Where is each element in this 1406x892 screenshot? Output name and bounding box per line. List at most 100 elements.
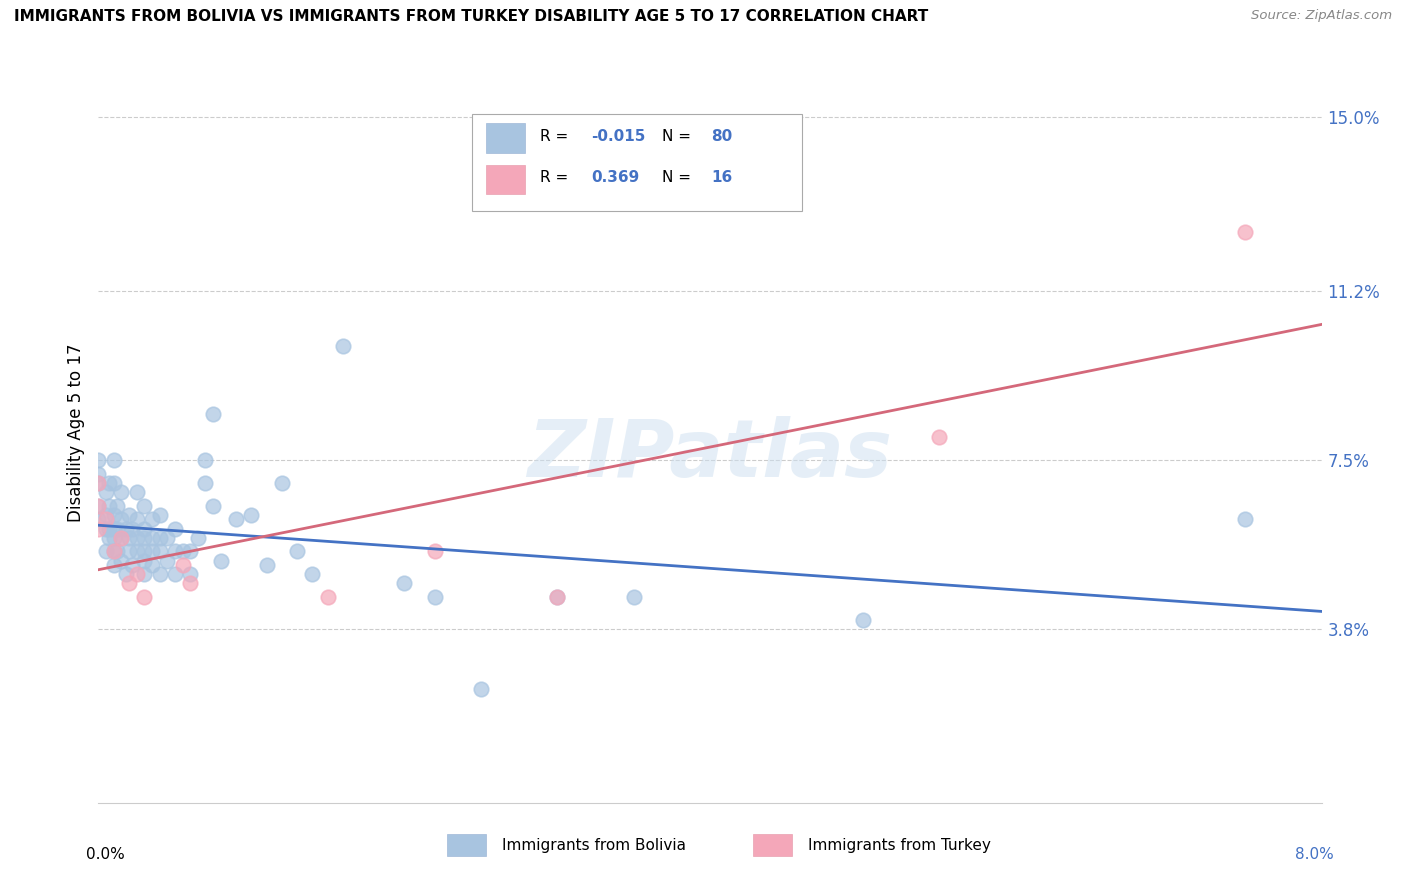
Point: [141, 531, 163, 545]
Text: N =: N =: [662, 129, 696, 144]
Point: [94, 508, 117, 522]
Point: [172, 558, 194, 573]
Text: N =: N =: [662, 170, 696, 186]
Point: [125, 531, 148, 545]
FancyBboxPatch shape: [486, 165, 526, 194]
Point: [179, 567, 201, 582]
Point: [172, 544, 194, 558]
Point: [187, 531, 209, 545]
Point: [423, 544, 446, 558]
Point: [103, 453, 125, 467]
Point: [240, 508, 263, 522]
Point: [110, 512, 132, 526]
Text: 80: 80: [711, 129, 733, 144]
Point: [141, 512, 163, 526]
Point: [149, 531, 172, 545]
Text: Immigrants from Turkey: Immigrants from Turkey: [808, 838, 991, 853]
Text: 0.0%: 0.0%: [86, 847, 125, 863]
Point: [98, 475, 121, 490]
Point: [105, 499, 128, 513]
Text: 16: 16: [711, 170, 733, 186]
Point: [149, 544, 172, 558]
Point: [225, 512, 247, 526]
Point: [134, 522, 156, 536]
Point: [118, 576, 141, 591]
Point: [110, 553, 132, 567]
Point: [94, 544, 117, 558]
Point: [134, 553, 156, 567]
Point: [87, 453, 110, 467]
Point: [134, 590, 156, 604]
Point: [87, 499, 110, 513]
Point: [125, 544, 148, 558]
Point: [115, 567, 138, 582]
FancyBboxPatch shape: [486, 123, 526, 153]
Point: [156, 531, 179, 545]
Point: [121, 522, 143, 536]
Point: [202, 499, 225, 513]
Point: [194, 453, 217, 467]
Text: 0.369: 0.369: [592, 170, 640, 186]
Point: [103, 544, 125, 558]
Point: [87, 475, 110, 490]
Point: [87, 475, 110, 490]
Point: [103, 531, 125, 545]
Point: [163, 544, 186, 558]
Point: [94, 512, 117, 526]
Point: [623, 590, 645, 604]
Text: Source: ZipAtlas.com: Source: ZipAtlas.com: [1251, 9, 1392, 22]
Point: [98, 531, 121, 545]
Point: [270, 475, 294, 490]
Point: [156, 553, 179, 567]
Point: [546, 590, 568, 604]
Point: [134, 544, 156, 558]
Point: [110, 485, 132, 500]
Point: [118, 544, 141, 558]
Point: [285, 544, 308, 558]
Point: [118, 531, 141, 545]
Point: [202, 408, 225, 422]
Text: R =: R =: [540, 129, 574, 144]
Point: [332, 339, 354, 353]
Point: [179, 576, 201, 591]
Point: [134, 567, 156, 582]
Point: [256, 558, 278, 573]
Point: [103, 522, 125, 536]
Point: [98, 499, 121, 513]
Point: [103, 475, 125, 490]
Point: [87, 522, 110, 536]
Point: [121, 558, 143, 573]
Point: [94, 485, 117, 500]
Point: [125, 512, 148, 526]
Point: [194, 475, 217, 490]
Point: [118, 508, 141, 522]
Point: [209, 553, 232, 567]
Point: [110, 531, 132, 545]
Point: [301, 567, 323, 582]
Point: [94, 522, 117, 536]
Point: [546, 590, 568, 604]
Text: Immigrants from Bolivia: Immigrants from Bolivia: [502, 838, 686, 853]
Point: [87, 512, 110, 526]
Point: [163, 567, 186, 582]
Point: [392, 576, 416, 591]
Point: [98, 522, 121, 536]
Point: [1234, 512, 1257, 526]
Point: [423, 590, 446, 604]
FancyBboxPatch shape: [752, 834, 792, 856]
Text: R =: R =: [540, 170, 574, 186]
Point: [852, 613, 875, 627]
Point: [141, 544, 163, 558]
Point: [103, 508, 125, 522]
Point: [115, 522, 138, 536]
Point: [134, 531, 156, 545]
Point: [103, 558, 125, 573]
FancyBboxPatch shape: [447, 834, 486, 856]
Point: [134, 499, 156, 513]
Text: IMMIGRANTS FROM BOLIVIA VS IMMIGRANTS FROM TURKEY DISABILITY AGE 5 TO 17 CORRELA: IMMIGRANTS FROM BOLIVIA VS IMMIGRANTS FR…: [14, 9, 928, 24]
Text: ZIPatlas: ZIPatlas: [527, 416, 893, 494]
Point: [179, 544, 201, 558]
Point: [1234, 225, 1257, 239]
Point: [87, 467, 110, 481]
Point: [316, 590, 339, 604]
